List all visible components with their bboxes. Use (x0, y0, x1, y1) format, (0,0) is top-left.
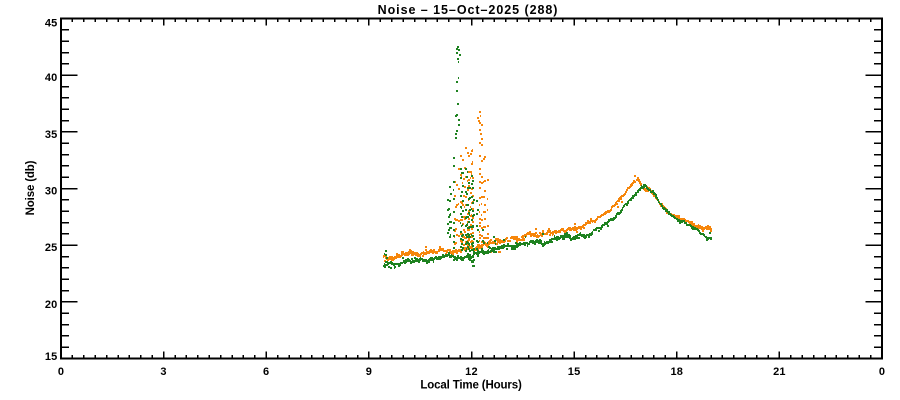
svg-text:15: 15 (45, 351, 58, 363)
svg-text:15: 15 (568, 366, 581, 378)
svg-text:45: 45 (45, 18, 58, 30)
svg-text:21: 21 (773, 366, 786, 378)
svg-text:20: 20 (45, 299, 58, 311)
svg-text:35: 35 (45, 129, 58, 141)
svg-text:0: 0 (58, 366, 64, 378)
svg-text:6: 6 (263, 366, 269, 378)
svg-text:30: 30 (45, 186, 58, 198)
svg-text:Noise (db): Noise (db) (25, 160, 37, 215)
svg-text:0: 0 (879, 366, 885, 378)
svg-text:25: 25 (45, 242, 58, 254)
svg-text:40: 40 (45, 72, 58, 84)
svg-text:12: 12 (465, 366, 478, 378)
svg-text:Noise – 15–Oct–2025 (288): Noise – 15–Oct–2025 (288) (378, 3, 559, 17)
svg-text:3: 3 (160, 366, 166, 378)
svg-text:18: 18 (670, 366, 683, 378)
svg-text:Local Time (Hours): Local Time (Hours) (420, 380, 522, 392)
svg-text:9: 9 (366, 366, 372, 378)
